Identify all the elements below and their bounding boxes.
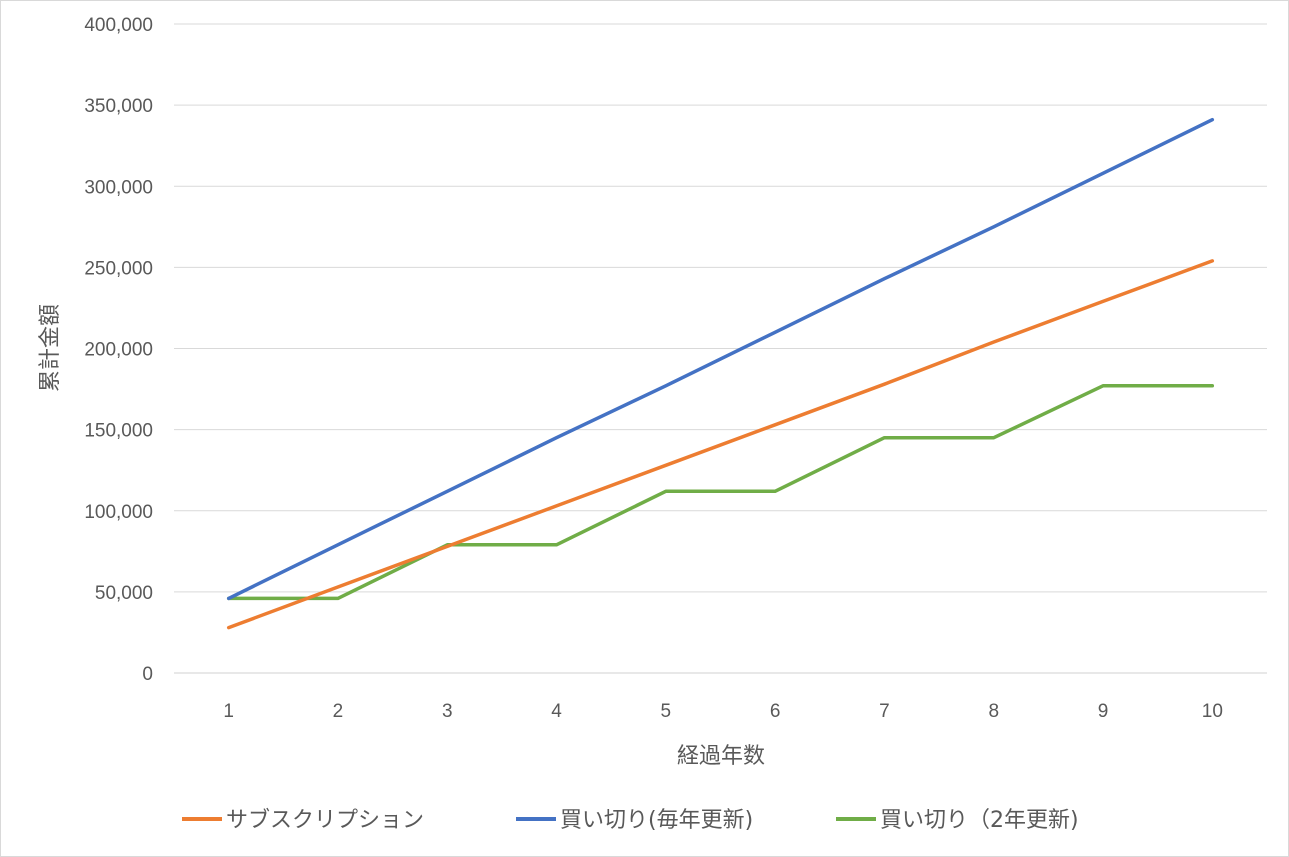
y-tick-label: 50,000: [95, 583, 153, 604]
series-line-2: [226, 384, 1215, 601]
x-tick-label: 8: [988, 701, 999, 722]
series-line-0: [226, 259, 1215, 630]
legend: サブスクリプション 買い切り(毎年更新) 買い切り（2年更新): [182, 808, 1079, 833]
x-tick-label: 7: [879, 701, 890, 722]
legend-label: 買い切り（2年更新): [880, 808, 1079, 833]
y-tick-label: 300,000: [84, 177, 153, 198]
x-tick-label: 3: [442, 701, 453, 722]
y-tick-label: 400,000: [84, 15, 153, 36]
x-tick-label: 5: [661, 701, 672, 722]
y-tick-label: 200,000: [84, 340, 153, 361]
series-line-1: [226, 117, 1215, 601]
y-tick-label: 350,000: [84, 96, 153, 117]
x-tick-label: 9: [1098, 701, 1109, 722]
y-tick-label: 0: [142, 664, 153, 685]
y-axis-title: 累計金額: [38, 304, 63, 392]
y-tick-label: 150,000: [84, 421, 153, 442]
y-axis-ticks: 0 50,000 100,000 150,000 200,000 250,000 300,0…: [84, 15, 153, 685]
x-tick-label: 10: [1202, 701, 1223, 722]
series-lines: [226, 117, 1215, 630]
x-tick-label: 1: [223, 701, 234, 722]
x-axis-ticks: 1 2 3 4 5 6 7 8 9 10: [223, 701, 1223, 722]
x-axis-title: 経過年数: [677, 744, 765, 769]
y-tick-label: 100,000: [84, 502, 153, 523]
y-tick-label: 250,000: [84, 258, 153, 279]
legend-label: サブスクリプション: [226, 808, 424, 833]
gridlines: [174, 23, 1267, 674]
x-tick-label: 4: [551, 701, 562, 722]
x-tick-label: 2: [333, 701, 344, 722]
x-tick-label: 6: [770, 701, 781, 722]
legend-label: 買い切り(毎年更新): [560, 808, 753, 833]
